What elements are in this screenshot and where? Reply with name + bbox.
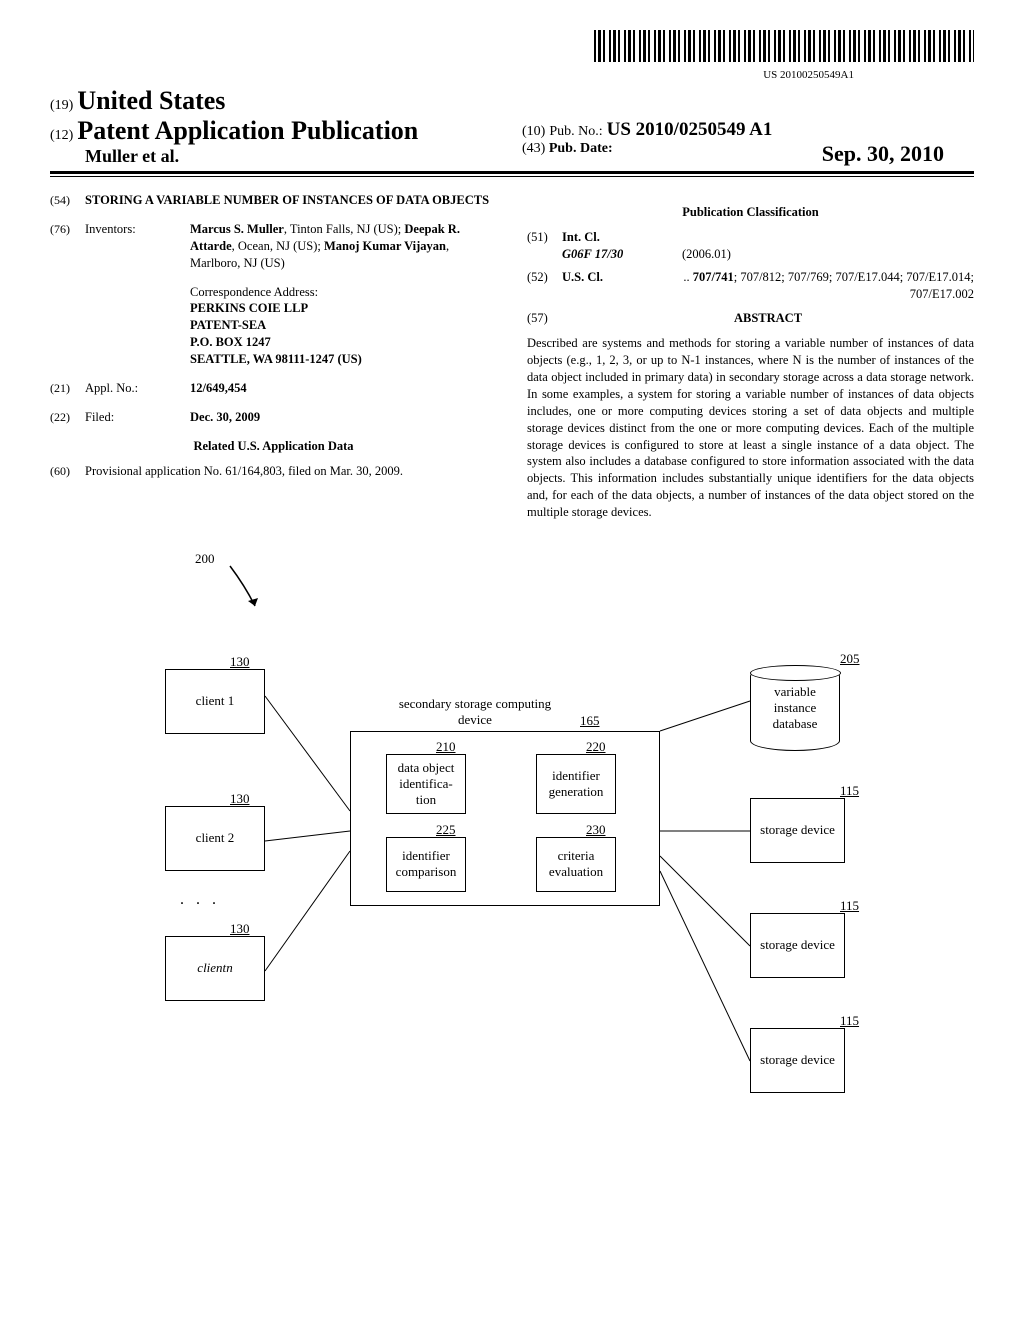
pub-date-label: Pub. Date:: [549, 141, 613, 156]
country-code: (19): [50, 98, 73, 113]
abstract-label: ABSTRACT: [562, 310, 974, 327]
barcode-region: US 20100250549A1: [50, 30, 974, 81]
ref-client1: 130: [230, 654, 250, 670]
pub-no-label: Pub. No.:: [549, 124, 602, 139]
provisional-row: (60) Provisional application No. 61/164,…: [50, 463, 497, 480]
body-columns: (54) STORING A VARIABLE NUMBER OF INSTAN…: [50, 192, 974, 521]
filed-row: (22) Filed: Dec. 30, 2009: [50, 409, 497, 426]
uscl-block: (52) U.S. Cl. .. 707/741; 707/812; 707/7…: [527, 269, 974, 303]
box-sd2: storage device: [750, 913, 845, 978]
provisional-code: (60): [50, 463, 85, 480]
inventors-value: Marcus S. Muller, Tinton Falls, NJ (US);…: [190, 221, 497, 272]
header-rule: [50, 176, 974, 177]
cylinder-vidb: variable instance database: [750, 666, 840, 751]
related-header: Related U.S. Application Data: [50, 438, 497, 455]
abstract-text: Described are systems and methods for st…: [527, 335, 974, 521]
ref-doi: 210: [436, 739, 456, 755]
inventors-code: (76): [50, 221, 85, 272]
header-left: (19) United States (12) Patent Applicati…: [50, 86, 502, 167]
pub-no-line: (10) Pub. No.: US 2010/0250549 A1: [522, 119, 974, 141]
uscl-code: (52): [527, 269, 562, 303]
title-code: (54): [50, 192, 85, 209]
figure-diagram: 200 130 client 1 130 client 2 . . . 130 …: [50, 551, 974, 1131]
pub-type: Patent Application Publication: [77, 116, 418, 145]
abstract-header-row: (57) ABSTRACT: [527, 310, 974, 327]
classification-header: Publication Classification: [527, 204, 974, 221]
correspondence-addr: PERKINS COIE LLP PATENT-SEA P.O. BOX 124…: [190, 300, 497, 368]
pub-date: Sep. 30, 2010: [822, 141, 944, 167]
correspondence-label: Correspondence Address:: [190, 284, 497, 301]
box-sscd: 210 data object identifica-tion 220 iden…: [350, 731, 660, 906]
ref-clientn: 130: [230, 921, 250, 937]
intcl-value: G06F 17/30: [562, 246, 682, 263]
box-ce: criteria evaluation: [536, 837, 616, 892]
barcode-graphic: [594, 30, 974, 62]
ref-200: 200: [195, 551, 215, 567]
filed-value: Dec. 30, 2009: [190, 409, 497, 426]
ref-sscd: 165: [580, 713, 600, 729]
document-header: (19) United States (12) Patent Applicati…: [50, 86, 974, 174]
country-name: United States: [77, 86, 225, 115]
pub-date-line: (43) Pub. Date: Sep. 30, 2010: [522, 141, 974, 167]
inv-1: Marcus S. Muller, Tinton Falls, NJ (US);: [190, 222, 404, 236]
ref-ic: 225: [436, 822, 456, 838]
applno-code: (21): [50, 380, 85, 397]
pub-date-code: (43): [522, 141, 545, 156]
intcl-code: (51): [527, 229, 562, 246]
box-ic: identifier comparison: [386, 837, 466, 892]
ref-client2: 130: [230, 791, 250, 807]
left-column: (54) STORING A VARIABLE NUMBER OF INSTAN…: [50, 192, 497, 521]
country-line: (19) United States: [50, 86, 502, 116]
ref-sd2: 115: [840, 898, 859, 914]
barcode-number: US 20100250549A1: [50, 69, 854, 81]
inventors-row: (76) Inventors: Marcus S. Muller, Tinton…: [50, 221, 497, 272]
pub-type-code: (12): [50, 128, 73, 143]
filed-code: (22): [50, 409, 85, 426]
dots: . . .: [180, 891, 220, 909]
inventors-label: Inventors:: [85, 221, 190, 272]
pub-no: US 2010/0250549 A1: [607, 119, 773, 140]
intcl-year: (2006.01): [682, 246, 731, 263]
uscl-label: U.S. Cl.: [562, 269, 617, 303]
pub-no-code: (10): [522, 124, 545, 139]
abstract-code: (57): [527, 310, 562, 327]
header-right: (10) Pub. No.: US 2010/0250549 A1 (43) P…: [502, 119, 974, 167]
applno-label: Appl. No.:: [85, 380, 190, 397]
box-client2: client 2: [165, 806, 265, 871]
box-doi: data object identifica-tion: [386, 754, 466, 814]
box-clientn: client n: [165, 936, 265, 1001]
correspondence-block: Correspondence Address: PERKINS COIE LLP…: [190, 284, 497, 368]
ref-ce: 230: [586, 822, 606, 838]
patent-title: STORING A VARIABLE NUMBER OF INSTANCES O…: [85, 192, 497, 209]
authors-line: Muller et al.: [50, 146, 502, 167]
uscl-value: .. 707/741; 707/812; 707/769; 707/E17.04…: [617, 269, 974, 303]
ref-sd3: 115: [840, 1013, 859, 1029]
applno-value: 12/649,454: [190, 380, 497, 397]
intcl-label: Int. Cl.: [562, 229, 617, 246]
box-ig: identifier generation: [536, 754, 616, 814]
ref-sd1: 115: [840, 783, 859, 799]
filed-label: Filed:: [85, 409, 190, 426]
intcl-block: (51) Int. Cl. G06F 17/30 (2006.01): [527, 229, 974, 263]
applno-row: (21) Appl. No.: 12/649,454: [50, 380, 497, 397]
provisional-text: Provisional application No. 61/164,803, …: [85, 463, 497, 480]
ref-vidb: 205: [840, 651, 860, 667]
box-client1: client 1: [165, 669, 265, 734]
sscd-label: secondary storage computing device: [390, 696, 560, 728]
box-sd3: storage device: [750, 1028, 845, 1093]
pub-type-line: (12) Patent Application Publication: [50, 116, 502, 146]
ref-ig: 220: [586, 739, 606, 755]
title-row: (54) STORING A VARIABLE NUMBER OF INSTAN…: [50, 192, 497, 209]
authors: Muller et al.: [85, 146, 179, 166]
box-sd1: storage device: [750, 798, 845, 863]
right-column: Publication Classification (51) Int. Cl.…: [527, 192, 974, 521]
